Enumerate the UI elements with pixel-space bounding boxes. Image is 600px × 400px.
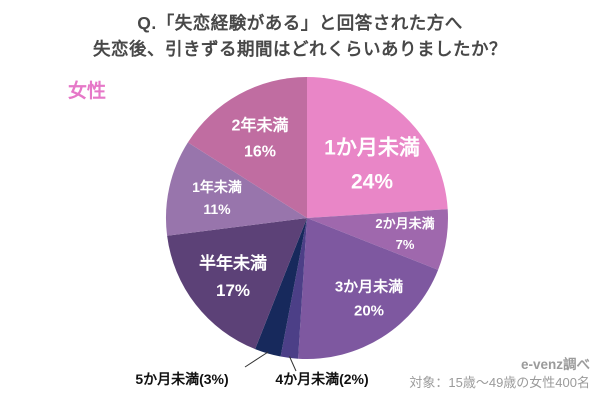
slice-pct-1: 24% (351, 170, 393, 193)
gender-label: 女性 (68, 81, 107, 102)
outside-label-4: 4か月未満(2%) (275, 371, 368, 387)
slice-label-7: 1年未満 (192, 179, 242, 195)
slice-pct-2: 7% (396, 237, 415, 252)
pie-slice-7 (165, 142, 307, 236)
source-credit: e-venz調べ (520, 357, 590, 372)
slice-label-2: 2か月未満 (375, 216, 434, 231)
pie-slice-3 (298, 218, 439, 359)
chart-title-line1: Q.「失恋経験がある」と回答された方へ (137, 13, 463, 33)
sample-note: 対象：15歳～49歳の女性400名 (409, 375, 590, 390)
slice-label-3: 3か月未満 (335, 278, 403, 296)
slice-label-6: 半年未満 (199, 253, 267, 273)
slice-pct-3: 20% (354, 303, 384, 320)
chart-title: Q.「失恋経験がある」と回答された方へ 失恋後、引きずる期間はどれくらいありまし… (0, 10, 600, 62)
pie-slice-8 (187, 76, 307, 219)
slice-pct-7: 11% (203, 201, 231, 217)
chart-title-line2: 失恋後、引きずる期間はどれくらいありましたか？ (93, 39, 507, 59)
leader-line-4 (289, 356, 297, 372)
pie-slice-2 (307, 209, 448, 270)
slice-label-8: 2年未満 (232, 116, 289, 135)
credits-block: e-venz調べ 対象：15歳～49歳の女性400名 (409, 356, 590, 392)
pie-slice-4 (280, 218, 307, 359)
pie-slice-6 (167, 218, 307, 350)
slice-label-1: 1か月未満 (324, 137, 420, 160)
slice-pct-6: 17% (216, 281, 250, 300)
leader-line-5 (244, 351, 269, 368)
pie-slice-1 (307, 77, 448, 218)
outside-label-5: 5か月未満(3%) (135, 371, 228, 387)
pie-slice-5 (255, 218, 307, 357)
slice-pct-8: 16% (244, 143, 276, 160)
